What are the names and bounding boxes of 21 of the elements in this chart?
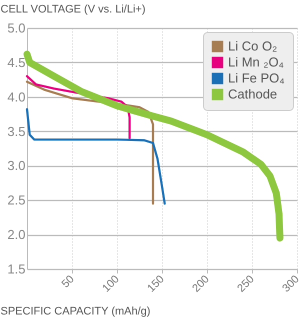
x-tick-label: 300 (280, 273, 300, 295)
x-tick-label: 150 (145, 273, 167, 295)
y-tick-label: 4.0 (7, 89, 26, 104)
legend-label: Li Fe PO₄ (228, 70, 285, 86)
x-tick-label: 250 (235, 273, 257, 295)
x-tick-label: 50 (60, 273, 77, 290)
line-series (26, 108, 166, 205)
y-tick-label: 4.5 (7, 54, 26, 70)
y-tick-label: 1.5 (7, 262, 26, 276)
x-axis-title: SPECIFIC CAPACITY (mAh/g) (0, 306, 150, 318)
x-tick-label: 100 (100, 273, 122, 295)
legend-label: Li Mn ₂O₄ (228, 54, 284, 70)
legend-label: Li Co O₂ (228, 38, 278, 54)
legend-label: Cathode (228, 86, 278, 102)
x-tick-label: 200 (190, 273, 212, 295)
y-tick-label: 3.5 (7, 124, 26, 139)
y-tick-label: 5.0 (7, 20, 26, 36)
y-tick-label: 2.5 (7, 192, 26, 208)
y-axis-title: CELL VOLTAGE (V vs. Li/Li+) (0, 4, 146, 16)
y-tick-label: 3.0 (7, 158, 26, 174)
y-tick-label: 2.0 (7, 227, 26, 242)
